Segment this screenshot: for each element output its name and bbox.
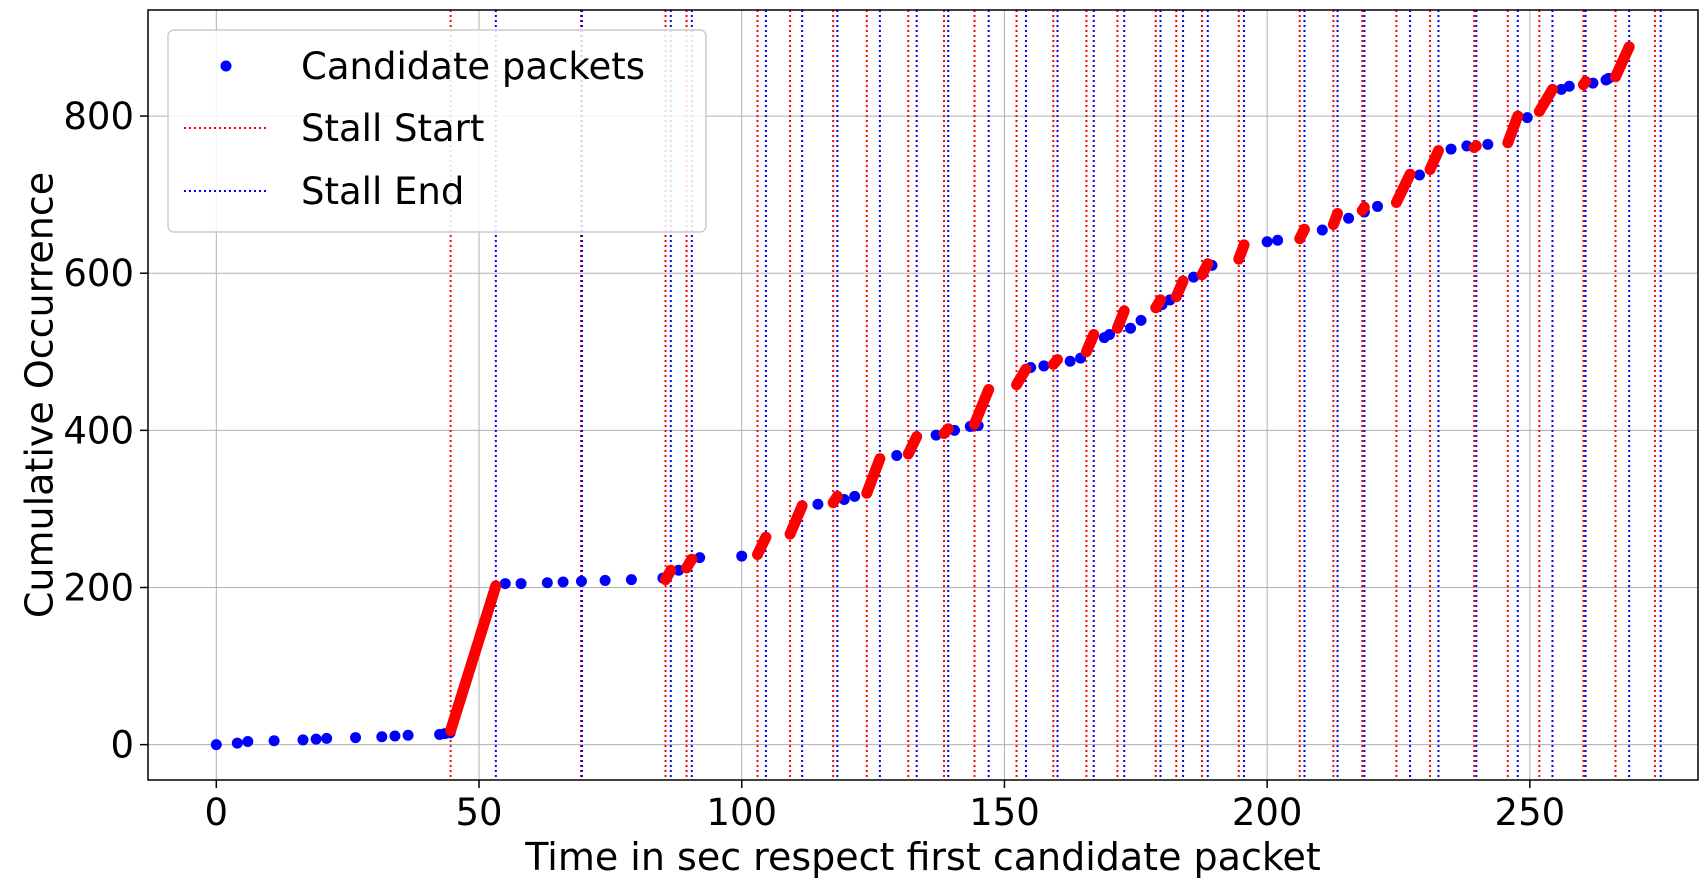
stall-packet-point bbox=[1202, 258, 1214, 270]
stall-packet-point bbox=[942, 423, 954, 435]
stall-packet-point bbox=[1512, 110, 1524, 122]
stall-packet-point bbox=[1088, 329, 1100, 340]
packet-point bbox=[1135, 314, 1147, 326]
packet-point bbox=[625, 574, 637, 586]
packet-point bbox=[849, 490, 861, 502]
packet-point bbox=[1414, 169, 1426, 181]
stall-packet-point bbox=[1580, 76, 1592, 87]
packet-point bbox=[891, 450, 903, 461]
x-tick-label: 250 bbox=[1495, 791, 1566, 834]
stall-packet-point bbox=[665, 564, 677, 576]
packet-point bbox=[376, 731, 388, 743]
stall-packet-point bbox=[760, 531, 772, 543]
stall-packet-point bbox=[1332, 208, 1344, 219]
stall-packet-point bbox=[1177, 275, 1189, 287]
stall-packet-point bbox=[1432, 145, 1444, 157]
x-axis-label: Time in sec respect first candidate pack… bbox=[524, 835, 1321, 879]
packet-point bbox=[1125, 322, 1137, 334]
x-tick-label: 200 bbox=[1232, 791, 1303, 834]
packet-point bbox=[1482, 138, 1494, 150]
packet-point bbox=[1445, 143, 1457, 155]
stall-lines bbox=[449, 10, 1662, 780]
packet-point bbox=[541, 577, 553, 589]
packet-point bbox=[389, 730, 401, 742]
packet-point bbox=[297, 734, 309, 746]
packet-point bbox=[812, 498, 824, 510]
stall-packet-point bbox=[1623, 41, 1635, 53]
packet-point bbox=[1272, 234, 1284, 246]
stall-packet-point bbox=[1358, 201, 1370, 213]
packet-point bbox=[350, 732, 362, 744]
stall-packet-point bbox=[1052, 354, 1064, 366]
packet-point bbox=[599, 574, 611, 586]
stall-packet-point bbox=[1238, 239, 1250, 251]
packet-point bbox=[515, 578, 527, 590]
packet-point bbox=[1316, 224, 1328, 236]
y-tick-label: 800 bbox=[63, 95, 134, 138]
stall-packet-point bbox=[874, 453, 886, 465]
stall-packet-point bbox=[1154, 294, 1166, 306]
packet-point bbox=[310, 733, 322, 745]
packet-point bbox=[1064, 355, 1076, 367]
packet-point bbox=[402, 729, 414, 741]
packet-point bbox=[1188, 271, 1200, 283]
stall-packet-point bbox=[796, 500, 808, 512]
legend-label-stall-start: Stall Start bbox=[301, 107, 484, 150]
stall-packet-point bbox=[1470, 140, 1482, 152]
x-tick-label: 100 bbox=[706, 791, 777, 834]
y-tick-label: 0 bbox=[110, 724, 134, 767]
packet-point bbox=[242, 736, 254, 747]
packet-point bbox=[210, 739, 222, 751]
packet-point bbox=[268, 735, 280, 747]
y-tick-label: 400 bbox=[63, 409, 134, 452]
stall-packet-point bbox=[1020, 363, 1032, 375]
stall-packet-point bbox=[911, 431, 923, 443]
stall-packet-point bbox=[686, 553, 698, 565]
y-tick-label: 200 bbox=[63, 567, 134, 610]
legend-label-stall-end: Stall End bbox=[301, 170, 464, 213]
data-points bbox=[210, 41, 1635, 751]
packet-point bbox=[1104, 329, 1116, 340]
packet-point bbox=[1371, 200, 1383, 212]
packet-point bbox=[575, 575, 587, 587]
stall-packet-point bbox=[983, 384, 995, 395]
stall-packet-point bbox=[490, 580, 502, 592]
x-tick-label: 50 bbox=[455, 791, 502, 834]
packet-point bbox=[557, 576, 569, 588]
packet-point bbox=[1038, 360, 1050, 372]
y-tick-label: 600 bbox=[63, 252, 134, 295]
stall-packet-point bbox=[1118, 305, 1130, 317]
ticks: 0 50 100 150 200 250 0 200 400 600 800 bbox=[63, 95, 1565, 834]
legend-box bbox=[167, 29, 707, 233]
packet-point bbox=[1343, 212, 1355, 224]
packet-point bbox=[736, 550, 748, 562]
packet-point bbox=[1521, 112, 1533, 124]
x-tick-label: 150 bbox=[969, 791, 1040, 834]
stall-packet-point bbox=[1404, 168, 1416, 180]
packet-point bbox=[321, 732, 333, 744]
packet-point bbox=[499, 578, 511, 590]
y-axis-label: Cumulative Occurrence bbox=[18, 172, 62, 618]
stall-packet-point bbox=[1298, 223, 1310, 235]
legend-marker-candidate-packets bbox=[220, 60, 232, 72]
legend: Candidate packets Stall Start Stall End bbox=[167, 29, 707, 233]
stall-packet-point bbox=[1546, 83, 1558, 95]
packet-point bbox=[1261, 236, 1273, 248]
x-tick-label: 0 bbox=[205, 791, 229, 834]
legend-label-candidate-packets: Candidate packets bbox=[301, 45, 645, 88]
packet-point bbox=[231, 737, 243, 749]
stall-packet-point bbox=[831, 490, 843, 502]
packet-point bbox=[1563, 80, 1575, 92]
plot-frame bbox=[147, 9, 1699, 781]
